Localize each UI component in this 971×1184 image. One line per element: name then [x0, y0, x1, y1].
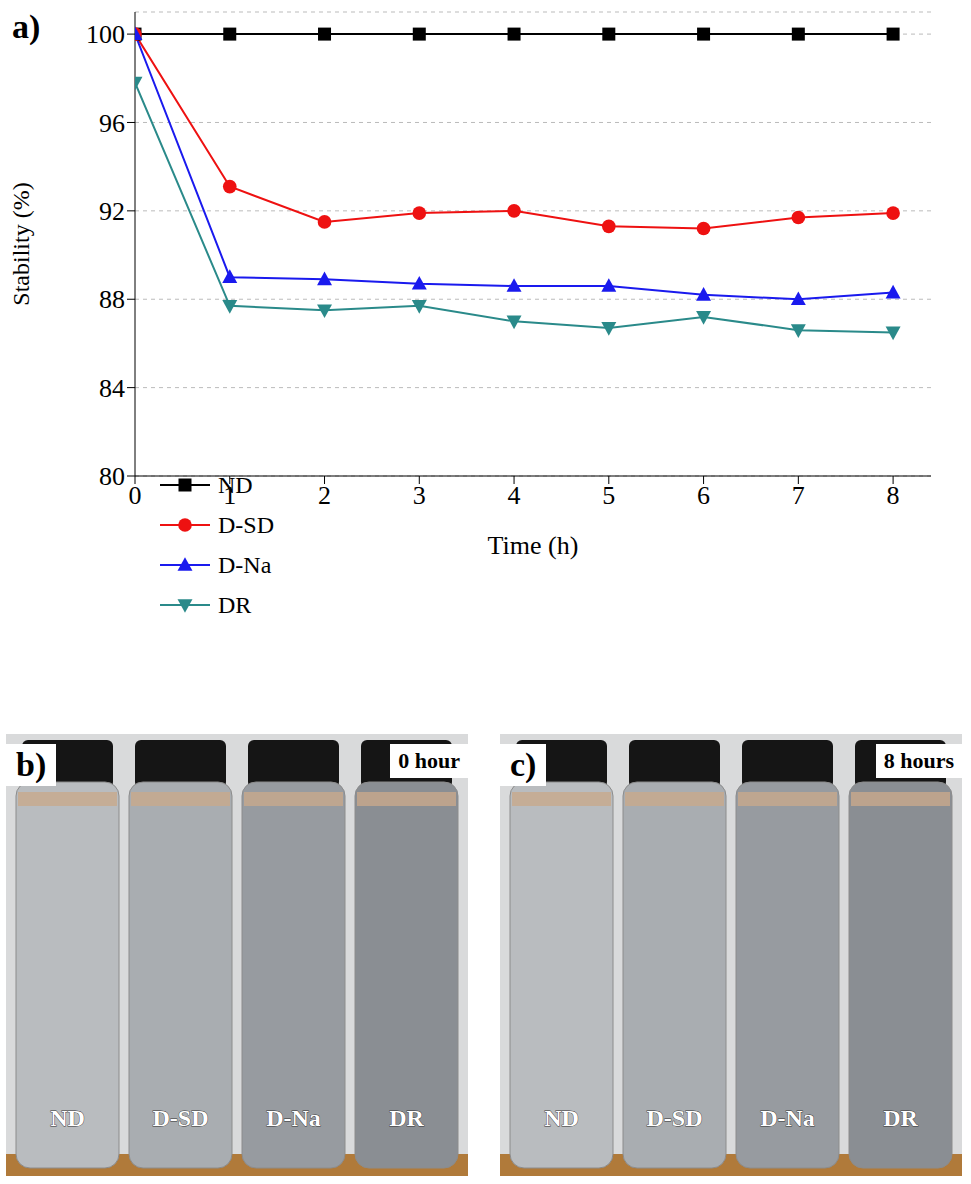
svg-text:96: 96: [99, 109, 125, 138]
svg-text:2: 2: [318, 481, 331, 510]
svg-text:Stability (%): Stability (%): [8, 182, 34, 305]
svg-text:Time (h): Time (h): [488, 531, 579, 560]
svg-text:DR: DR: [389, 1105, 424, 1131]
svg-text:D-SD: D-SD: [152, 1105, 208, 1131]
svg-text:7: 7: [792, 481, 805, 510]
svg-text:80: 80: [99, 462, 125, 491]
svg-text:92: 92: [99, 197, 125, 226]
svg-text:88: 88: [99, 285, 125, 314]
svg-text:ND: ND: [50, 1105, 85, 1131]
svg-text:0: 0: [129, 481, 142, 510]
svg-text:DR: DR: [883, 1105, 918, 1131]
svg-text:D-SD: D-SD: [646, 1105, 702, 1131]
svg-text:D-Na: D-Na: [760, 1105, 815, 1131]
svg-text:5: 5: [602, 481, 615, 510]
svg-text:8: 8: [887, 481, 900, 510]
svg-text:ND: ND: [544, 1105, 579, 1131]
svg-text:D-Na: D-Na: [266, 1105, 321, 1131]
svg-text:4: 4: [508, 481, 521, 510]
svg-text:84: 84: [99, 374, 125, 403]
svg-text:100: 100: [86, 20, 125, 49]
svg-text:1: 1: [223, 481, 236, 510]
svg-text:6: 6: [697, 481, 710, 510]
svg-text:3: 3: [413, 481, 426, 510]
